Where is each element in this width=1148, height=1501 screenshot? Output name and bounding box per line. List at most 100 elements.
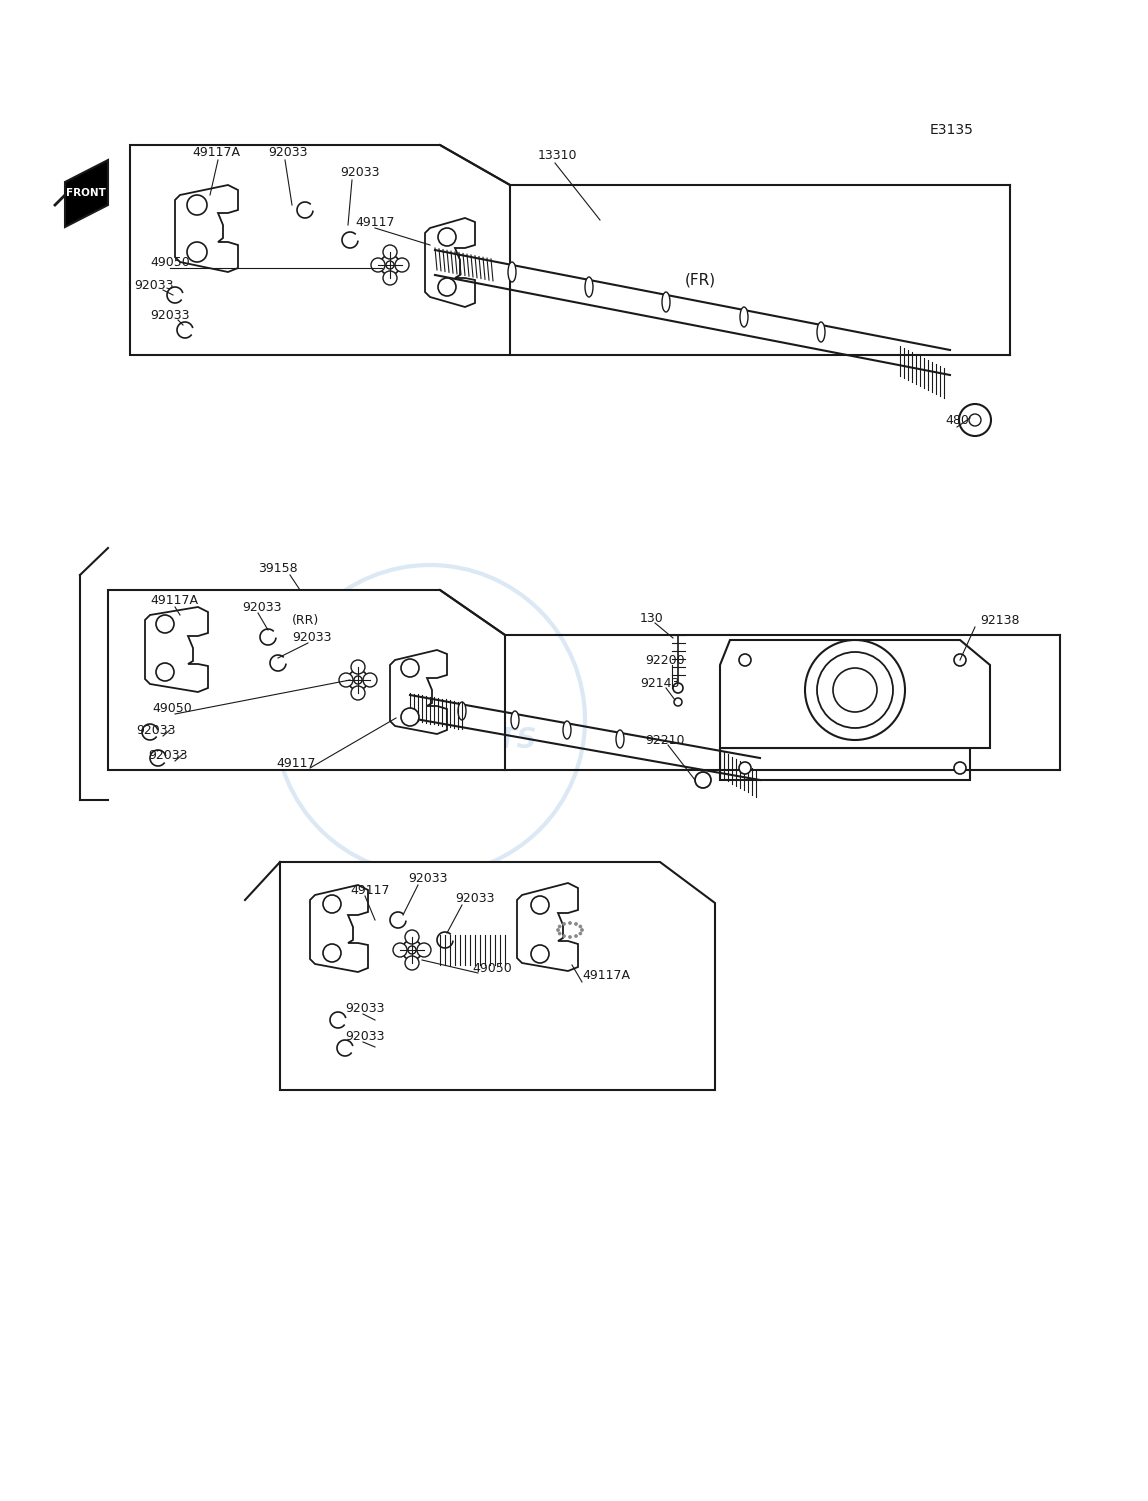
Polygon shape: [425, 218, 475, 308]
Text: OEM: OEM: [373, 678, 487, 722]
Circle shape: [383, 272, 397, 285]
Circle shape: [363, 672, 377, 687]
Polygon shape: [720, 747, 970, 781]
Circle shape: [187, 195, 207, 215]
Circle shape: [417, 943, 430, 958]
Circle shape: [579, 932, 582, 935]
Circle shape: [348, 669, 369, 690]
Circle shape: [408, 946, 416, 955]
Text: FRONT: FRONT: [67, 188, 106, 198]
Circle shape: [954, 654, 965, 666]
Text: 92033: 92033: [134, 279, 173, 291]
Polygon shape: [65, 161, 108, 227]
Text: 49050: 49050: [150, 255, 189, 269]
Text: 92033: 92033: [267, 146, 308, 159]
Ellipse shape: [616, 729, 625, 747]
Text: 39158: 39158: [258, 561, 297, 575]
Text: 92138: 92138: [980, 614, 1019, 626]
Circle shape: [817, 651, 893, 728]
Text: 130: 130: [639, 611, 664, 624]
Circle shape: [187, 242, 207, 263]
Circle shape: [439, 228, 456, 246]
Circle shape: [405, 931, 419, 944]
Ellipse shape: [585, 278, 594, 297]
Text: 13310: 13310: [538, 149, 577, 162]
Circle shape: [673, 683, 683, 693]
Text: 92033: 92033: [346, 1031, 385, 1043]
Circle shape: [568, 935, 572, 938]
Circle shape: [557, 929, 559, 932]
Circle shape: [532, 896, 549, 914]
Text: 92033: 92033: [242, 600, 281, 614]
Ellipse shape: [511, 711, 519, 729]
Circle shape: [402, 940, 422, 961]
Ellipse shape: [662, 293, 670, 312]
Circle shape: [558, 925, 561, 928]
Ellipse shape: [563, 720, 571, 738]
Polygon shape: [517, 883, 577, 971]
Text: 92033: 92033: [148, 749, 187, 761]
Text: 49117: 49117: [355, 216, 395, 228]
Circle shape: [393, 943, 408, 958]
Circle shape: [574, 923, 577, 926]
Ellipse shape: [817, 323, 825, 342]
Ellipse shape: [200, 215, 220, 242]
Text: 92033: 92033: [408, 872, 448, 884]
Ellipse shape: [338, 916, 356, 940]
Circle shape: [959, 404, 991, 435]
Polygon shape: [280, 862, 715, 1090]
Text: E3135: E3135: [930, 123, 974, 137]
Text: 49117A: 49117A: [582, 968, 630, 982]
Circle shape: [805, 639, 905, 740]
Text: 92033: 92033: [346, 1001, 385, 1015]
Circle shape: [579, 925, 582, 928]
Circle shape: [695, 772, 711, 788]
Polygon shape: [310, 886, 369, 973]
Circle shape: [156, 663, 174, 681]
Ellipse shape: [509, 263, 515, 282]
Circle shape: [386, 261, 394, 269]
Text: 92033: 92033: [135, 723, 176, 737]
Circle shape: [439, 278, 456, 296]
Circle shape: [383, 245, 397, 260]
Polygon shape: [108, 590, 505, 770]
Circle shape: [339, 672, 352, 687]
Polygon shape: [390, 650, 447, 734]
Text: (FR): (FR): [684, 273, 715, 288]
Circle shape: [351, 686, 365, 699]
Text: 49050: 49050: [152, 701, 192, 714]
Ellipse shape: [171, 636, 189, 660]
Circle shape: [354, 675, 362, 684]
Circle shape: [674, 698, 682, 705]
Circle shape: [380, 255, 400, 275]
Circle shape: [563, 923, 566, 926]
Circle shape: [401, 659, 419, 677]
Circle shape: [371, 258, 385, 272]
Circle shape: [969, 414, 982, 426]
Polygon shape: [174, 185, 238, 272]
Circle shape: [574, 935, 577, 938]
Polygon shape: [720, 639, 990, 747]
Circle shape: [568, 922, 572, 925]
Text: 49117: 49117: [276, 757, 316, 770]
Text: 92033: 92033: [340, 165, 380, 179]
Text: 92143: 92143: [639, 677, 680, 689]
Text: 92210: 92210: [645, 734, 684, 746]
Ellipse shape: [458, 702, 466, 720]
Circle shape: [558, 932, 561, 935]
Circle shape: [323, 895, 341, 913]
Text: 49117A: 49117A: [150, 593, 197, 606]
Polygon shape: [145, 606, 208, 692]
Text: 92200: 92200: [645, 653, 684, 666]
Text: 49050: 49050: [472, 962, 512, 974]
Circle shape: [395, 258, 409, 272]
Text: 49117A: 49117A: [192, 146, 240, 159]
Text: 49117: 49117: [350, 884, 389, 896]
Circle shape: [739, 763, 751, 775]
Circle shape: [405, 956, 419, 970]
Text: 92033: 92033: [292, 630, 332, 644]
Circle shape: [156, 615, 174, 633]
Circle shape: [532, 946, 549, 964]
Circle shape: [581, 929, 583, 932]
Circle shape: [351, 660, 365, 674]
